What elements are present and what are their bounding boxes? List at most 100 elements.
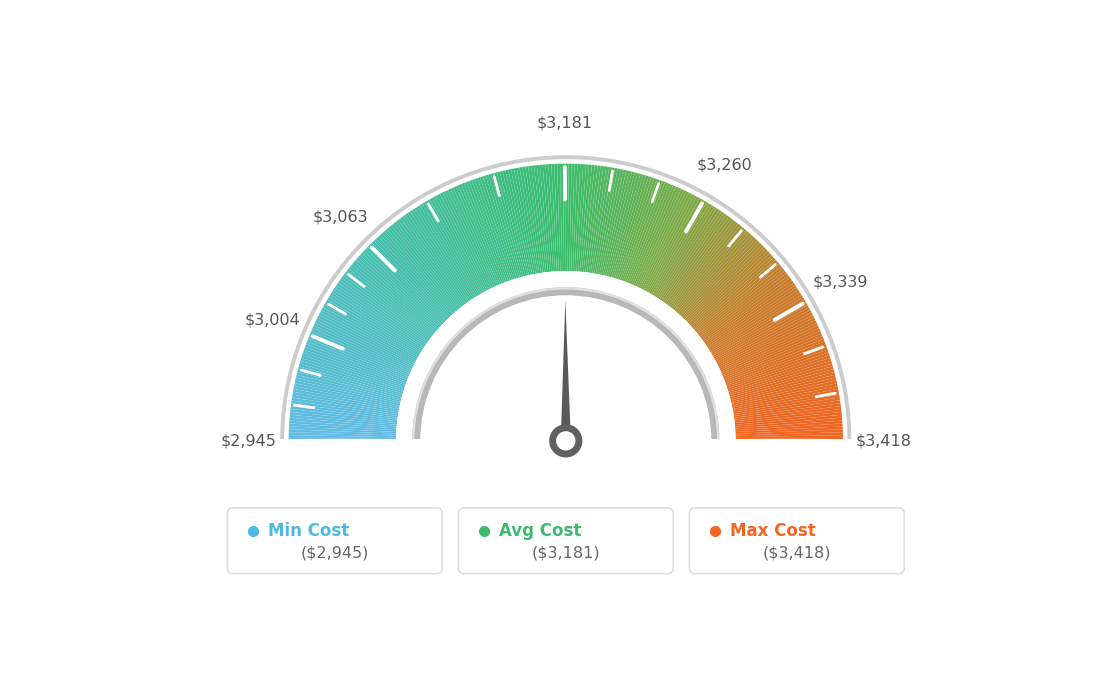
Wedge shape [563,164,565,271]
Wedge shape [355,257,438,330]
Wedge shape [396,220,464,306]
Wedge shape [713,305,809,359]
Wedge shape [703,278,792,342]
Wedge shape [333,288,424,348]
Wedge shape [645,195,697,291]
Wedge shape [720,323,818,370]
Wedge shape [288,435,396,439]
FancyBboxPatch shape [197,439,935,614]
Text: $3,181: $3,181 [537,116,593,130]
Wedge shape [615,175,649,279]
Wedge shape [677,231,750,313]
Wedge shape [578,164,590,272]
Wedge shape [681,237,755,317]
Wedge shape [433,197,486,292]
Wedge shape [522,166,541,273]
Wedge shape [694,259,777,331]
Wedge shape [635,188,681,286]
Wedge shape [597,168,620,275]
Wedge shape [502,170,529,275]
Wedge shape [410,210,471,300]
Wedge shape [627,182,668,283]
Wedge shape [427,199,482,294]
Wedge shape [382,231,455,313]
Wedge shape [730,369,835,399]
Wedge shape [720,326,819,372]
Wedge shape [458,184,501,284]
Wedge shape [666,217,731,304]
Wedge shape [696,262,779,333]
Text: Max Cost: Max Cost [730,522,816,540]
Wedge shape [667,218,733,306]
Wedge shape [421,296,711,441]
Wedge shape [658,208,719,299]
Wedge shape [733,389,839,411]
Wedge shape [573,164,581,271]
Wedge shape [450,188,497,286]
Wedge shape [315,320,413,368]
Wedge shape [297,369,402,399]
Wedge shape [308,336,408,378]
Wedge shape [440,193,490,290]
Wedge shape [700,271,786,338]
Wedge shape [565,164,569,271]
Wedge shape [693,257,776,330]
Wedge shape [372,241,448,319]
Wedge shape [730,372,835,400]
Wedge shape [726,350,828,386]
Wedge shape [320,310,416,362]
Wedge shape [698,266,783,335]
Wedge shape [729,361,832,393]
Wedge shape [350,264,435,334]
Wedge shape [335,285,425,347]
Wedge shape [469,180,508,282]
Wedge shape [731,375,836,402]
Wedge shape [702,275,790,341]
Wedge shape [290,409,397,423]
Wedge shape [716,313,813,364]
Wedge shape [346,271,432,338]
Wedge shape [661,212,724,302]
Wedge shape [448,189,495,287]
Wedge shape [714,307,810,361]
Wedge shape [650,201,707,295]
Wedge shape [730,366,834,397]
Wedge shape [294,383,400,407]
Wedge shape [654,204,712,297]
Wedge shape [735,417,842,428]
Text: ($2,945): ($2,945) [300,546,369,561]
Wedge shape [725,347,828,385]
Wedge shape [288,432,396,437]
Wedge shape [725,344,827,384]
Wedge shape [467,181,507,282]
Wedge shape [386,227,457,311]
Wedge shape [713,302,807,357]
Wedge shape [420,204,478,297]
Wedge shape [294,386,400,409]
Wedge shape [314,323,412,370]
Wedge shape [709,293,802,351]
Wedge shape [327,297,421,355]
Wedge shape [311,328,411,373]
Wedge shape [732,383,838,407]
Wedge shape [605,171,631,276]
Wedge shape [735,432,843,437]
Wedge shape [362,251,442,326]
Wedge shape [491,173,522,277]
Wedge shape [643,194,694,290]
Wedge shape [670,221,737,308]
Wedge shape [630,184,673,284]
Wedge shape [704,280,794,344]
Wedge shape [405,213,469,302]
Wedge shape [618,177,655,280]
Wedge shape [299,364,403,395]
Wedge shape [384,229,456,313]
Wedge shape [588,166,606,273]
Wedge shape [567,164,572,271]
Wedge shape [728,355,830,390]
Wedge shape [302,353,405,388]
Wedge shape [697,264,782,334]
Wedge shape [584,165,597,272]
Wedge shape [417,205,476,297]
Wedge shape [735,415,842,426]
